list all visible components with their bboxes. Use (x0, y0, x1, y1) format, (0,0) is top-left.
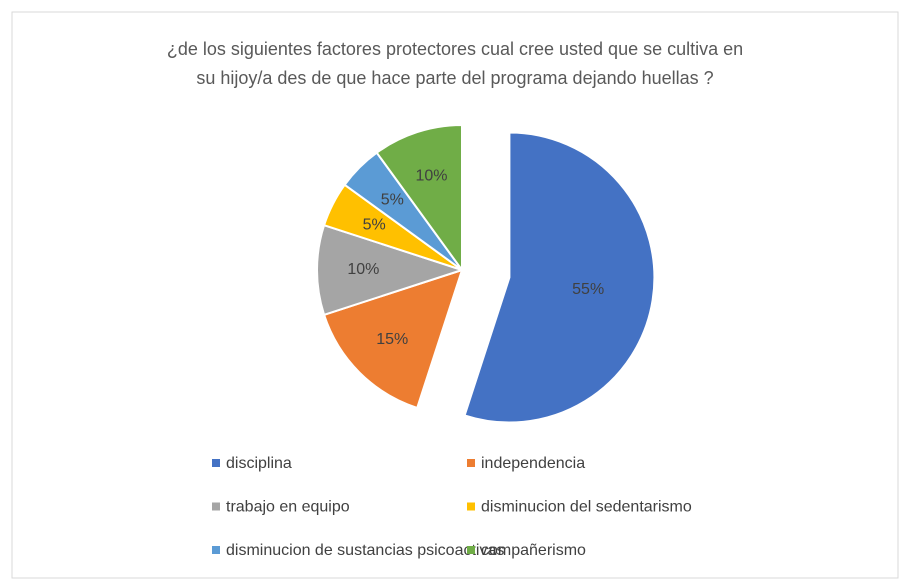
pie-slice (375, 123, 463, 274)
legend-swatch (212, 502, 220, 511)
chart-border (11, 11, 899, 579)
legend-swatch (467, 459, 475, 467)
legend-swatch (212, 546, 220, 554)
data-label: 55% (572, 281, 604, 298)
legend-label: disciplina (226, 455, 292, 472)
legend-swatch (212, 459, 220, 467)
data-label: 10% (347, 261, 379, 278)
chart-title: su hijoy/a des de que hace parte del pro… (196, 68, 713, 88)
pie-slice (463, 131, 656, 424)
data-label: 10% (416, 167, 448, 184)
legend-label: compañerismo (481, 542, 586, 559)
legend-label: independencia (481, 455, 585, 472)
data-label: 15% (376, 331, 408, 348)
chart-title: ¿de los siguientes factores protectores … (167, 39, 743, 59)
data-label: 5% (381, 191, 404, 208)
legend-swatch (467, 502, 475, 511)
legend-label: disminucion del sedentarismo (481, 499, 692, 516)
legend-swatch (467, 546, 475, 554)
legend-label: trabajo en equipo (226, 499, 350, 516)
pie-slice (316, 223, 466, 317)
legend-label: disminucion de sustancias psicoactivas (226, 542, 504, 559)
data-label: 5% (363, 216, 386, 233)
